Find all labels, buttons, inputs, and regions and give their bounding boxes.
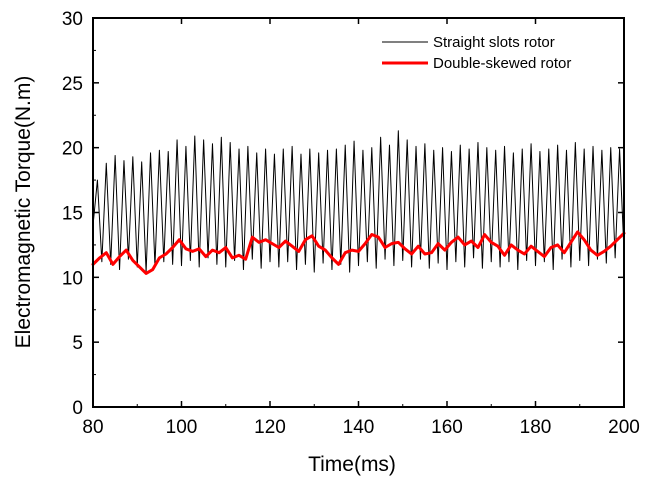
y-tick-label: 30: [62, 9, 83, 30]
x-tick-label: 200: [608, 417, 640, 438]
y-tick-label: 10: [62, 268, 83, 289]
legend-label-2: Double-skewed rotor: [433, 55, 571, 72]
y-tick-label: 20: [62, 139, 83, 160]
y-axis-title: Electromagnetic Torque(N.m): [12, 76, 35, 349]
series-layer: [91, 130, 626, 275]
x-axis-title: Time(ms): [308, 453, 396, 476]
x-tick-label: 120: [254, 417, 286, 438]
x-tick-label: 140: [343, 417, 375, 438]
x-tick-label: 100: [166, 417, 198, 438]
series-line-1: [92, 130, 625, 273]
y-tick-label: 25: [62, 74, 83, 95]
plot-frame: [92, 17, 625, 408]
y-tick-label: 15: [62, 204, 83, 225]
y-tick-label: 5: [72, 333, 83, 354]
axes-layer: 80 100 120 140 160 180 200 0 5 10 15 20 25 30: [62, 9, 640, 438]
x-tick-label: 180: [520, 417, 552, 438]
series-line-2: [91, 230, 626, 275]
y-tick-label: 0: [72, 398, 83, 419]
legend-label-1: Straight slots rotor: [433, 34, 555, 51]
legend: Straight slots rotor Double-skewed rotor: [382, 34, 571, 72]
x-tick-label: 160: [431, 417, 463, 438]
x-tick-label: 80: [82, 417, 103, 438]
